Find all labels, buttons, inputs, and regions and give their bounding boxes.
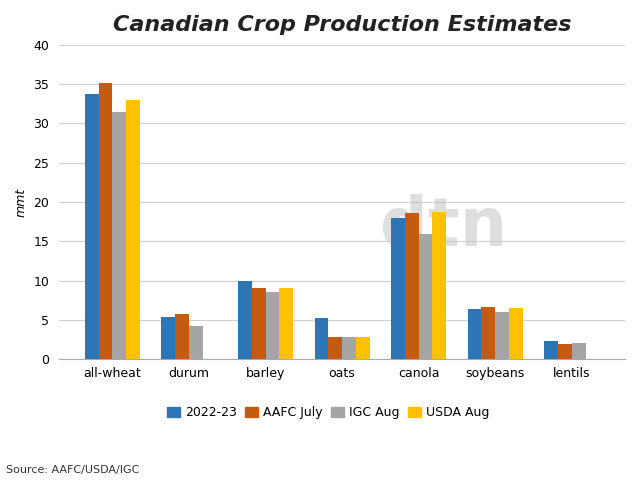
Bar bbox=[495, 312, 509, 360]
Bar bbox=[126, 100, 140, 360]
Bar bbox=[314, 318, 328, 360]
Bar bbox=[252, 288, 266, 360]
Bar bbox=[419, 234, 433, 360]
Bar bbox=[509, 308, 523, 360]
Bar bbox=[391, 218, 405, 360]
Bar bbox=[342, 337, 356, 360]
Text: dtn: dtn bbox=[380, 194, 508, 260]
Text: Source: AAFC/USDA/IGC: Source: AAFC/USDA/IGC bbox=[6, 465, 140, 475]
Bar bbox=[279, 288, 293, 360]
Bar bbox=[238, 281, 252, 360]
Legend: 2022-23, AAFC July, IGC Aug, USDA Aug: 2022-23, AAFC July, IGC Aug, USDA Aug bbox=[167, 407, 489, 420]
Bar bbox=[481, 307, 495, 360]
Title: Canadian Crop Production Estimates: Canadian Crop Production Estimates bbox=[113, 15, 572, 35]
Bar bbox=[356, 337, 370, 360]
Bar bbox=[113, 112, 126, 360]
Bar bbox=[85, 94, 99, 360]
Bar bbox=[189, 326, 203, 360]
Bar bbox=[433, 212, 446, 360]
Bar bbox=[468, 309, 481, 360]
Bar bbox=[328, 337, 342, 360]
Bar bbox=[266, 292, 279, 360]
Bar bbox=[558, 344, 572, 360]
Bar bbox=[175, 314, 189, 360]
Bar bbox=[544, 341, 558, 360]
Bar bbox=[99, 83, 113, 360]
Y-axis label: mmt: mmt bbox=[15, 188, 28, 216]
Bar bbox=[572, 343, 586, 360]
Bar bbox=[161, 317, 175, 360]
Bar bbox=[405, 213, 419, 360]
